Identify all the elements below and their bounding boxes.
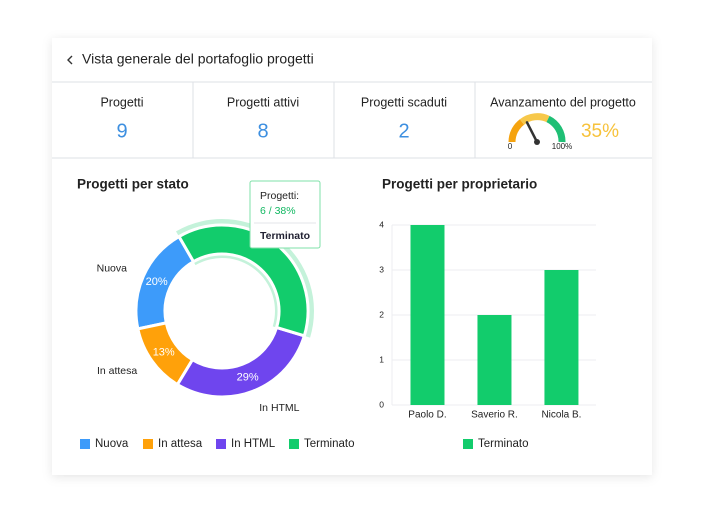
gauge-arc [519, 113, 550, 125]
legend-label: Terminato [304, 438, 355, 450]
gauge-arc [508, 119, 525, 143]
gauge-value: 35% [581, 121, 619, 142]
slice [176, 223, 310, 338]
bar [410, 225, 445, 405]
kpi-label: Avanzamento del progetto [490, 95, 636, 109]
x-tick-label: Paolo D. [408, 410, 446, 421]
kpi-value: 2 [398, 120, 409, 142]
legend-label: Terminato [478, 438, 529, 450]
page-title: Vista generale del portafoglio progetti [82, 51, 314, 67]
legend-label: Nuova [95, 438, 129, 450]
bar [544, 270, 579, 405]
y-tick-label: 3 [379, 264, 384, 274]
y-tick-label: 4 [379, 219, 384, 229]
slice-category: In attesa [97, 365, 137, 377]
gauge-min: 0 [508, 142, 513, 151]
slice-label: 20% [146, 276, 168, 288]
y-tick-label: 1 [379, 354, 384, 364]
gauge-needle [525, 121, 539, 144]
legend-label: In HTML [231, 438, 276, 450]
slice-category: Nuova [97, 262, 128, 274]
x-tick-label: Saverio R. [471, 410, 518, 421]
kpi-label: Progetti attivi [227, 95, 299, 109]
tooltip-title: Progetti: [260, 190, 299, 202]
chart-title: Progetti per proprietario [382, 177, 537, 192]
slice-label: 13% [153, 346, 175, 358]
legend-swatch [80, 439, 90, 449]
y-tick-label: 0 [379, 399, 384, 409]
kpi-label: Progetti [100, 95, 143, 109]
legend-swatch [216, 439, 226, 449]
tooltip-value: 6 / 38% [260, 205, 296, 217]
back-arrow[interactable] [67, 55, 73, 65]
gauge-max: 100% [552, 142, 572, 151]
kpi-value: 8 [257, 120, 268, 142]
kpi-value: 9 [116, 120, 127, 142]
gauge-hub [534, 139, 540, 145]
slice-category: In HTML [259, 402, 299, 414]
y-tick-label: 2 [379, 309, 384, 319]
chart-title: Progetti per stato [77, 177, 189, 192]
legend-swatch [143, 439, 153, 449]
legend-swatch [289, 439, 299, 449]
tooltip [249, 180, 321, 249]
gauge-arc [546, 115, 566, 143]
x-tick-label: Nicola B. [541, 410, 581, 421]
legend-label: In attesa [158, 438, 203, 450]
legend-swatch [463, 439, 473, 449]
tooltip-category: Terminato [260, 230, 310, 242]
slice-label: 29% [237, 372, 259, 384]
bar [477, 315, 512, 405]
kpi-label: Progetti scaduti [361, 95, 447, 109]
